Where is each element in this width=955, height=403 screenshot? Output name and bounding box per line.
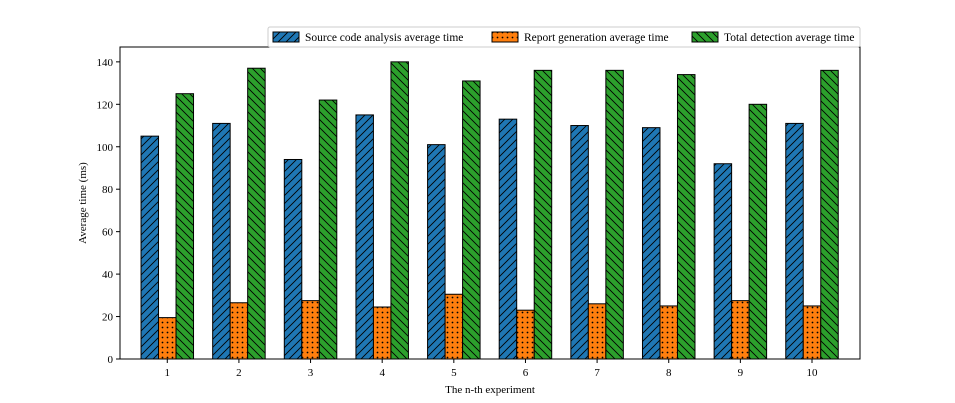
- x-tick-label: 6: [523, 367, 529, 379]
- legend-swatch-source-code-analysis: [272, 31, 300, 43]
- bar-report-generation-4: [372, 306, 392, 360]
- x-tick-label: 7: [594, 367, 600, 379]
- bar-source-code-analysis-4: [355, 114, 374, 360]
- bar-report-generation-10: [802, 305, 822, 360]
- y-axis: 0 20 40 60 80 100 120 140: [97, 57, 120, 366]
- x-tick-label: 1: [165, 367, 171, 379]
- bar-total-detection-10: [820, 69, 839, 360]
- bar-source-code-analysis-3: [283, 158, 303, 360]
- bar-report-generation-6: [516, 309, 535, 360]
- bar-report-generation-7: [587, 303, 607, 360]
- bar-source-code-analysis-6: [498, 118, 518, 360]
- bar-total-detection-2: [247, 67, 266, 360]
- y-tick-label: 60: [102, 227, 114, 239]
- bar-total-detection-7: [605, 69, 624, 360]
- y-tick-label: 100: [97, 142, 114, 154]
- bar-total-detection-1: [175, 93, 195, 360]
- bar-report-generation-3: [301, 300, 320, 360]
- bar-total-detection-3: [318, 99, 338, 360]
- x-tick-label: 5: [451, 367, 457, 379]
- bars-group: [140, 61, 839, 360]
- legend-swatch-total-detection: [691, 31, 719, 43]
- legend-label-source-code-analysis: Source code analysis average time: [305, 32, 463, 44]
- bar-total-detection-6: [533, 69, 553, 360]
- y-tick-label: 20: [102, 312, 114, 324]
- bar-total-detection-4: [390, 61, 409, 360]
- legend: Source code analysis average time Report …: [267, 26, 861, 48]
- bar-report-generation-8: [659, 305, 678, 360]
- y-axis-label: Average time (ms): [77, 162, 89, 244]
- x-tick-label: 4: [379, 367, 385, 379]
- y-tick-label: 120: [97, 99, 114, 111]
- x-axis: 1 2 3 4 5 6 7 8 9 10: [165, 359, 818, 379]
- bar-report-generation-9: [731, 300, 750, 360]
- bar-total-detection-9: [748, 103, 768, 360]
- bar-total-detection-8: [676, 74, 696, 360]
- legend-swatch-report-generation: [491, 31, 519, 43]
- bar-source-code-analysis-9: [713, 163, 733, 360]
- bar-source-code-analysis-1: [140, 135, 160, 360]
- x-tick-label: 10: [807, 367, 819, 379]
- bar-source-code-analysis-8: [641, 127, 661, 360]
- y-tick-label: 0: [108, 354, 114, 366]
- y-tick-label: 40: [102, 269, 114, 281]
- bar-report-generation-1: [158, 317, 177, 360]
- bar-source-code-analysis-5: [427, 144, 446, 360]
- x-tick-label: 8: [666, 367, 672, 379]
- x-tick-label: 3: [308, 367, 314, 379]
- x-tick-label: 2: [236, 367, 242, 379]
- legend-label-report-generation: Report generation average time: [524, 32, 669, 44]
- bar-source-code-analysis-2: [212, 122, 231, 360]
- x-tick-label: 9: [738, 367, 744, 379]
- bar-total-detection-5: [462, 80, 481, 360]
- x-axis-label: The n-th experiment: [445, 384, 535, 396]
- legend-label-total-detection: Total detection average time: [724, 32, 854, 44]
- y-tick-label: 140: [97, 57, 114, 69]
- bar-report-generation-2: [229, 302, 249, 360]
- bar-source-code-analysis-10: [785, 122, 804, 360]
- bar-source-code-analysis-7: [570, 125, 589, 360]
- bar-report-generation-5: [444, 293, 464, 360]
- y-tick-label: 80: [102, 184, 114, 196]
